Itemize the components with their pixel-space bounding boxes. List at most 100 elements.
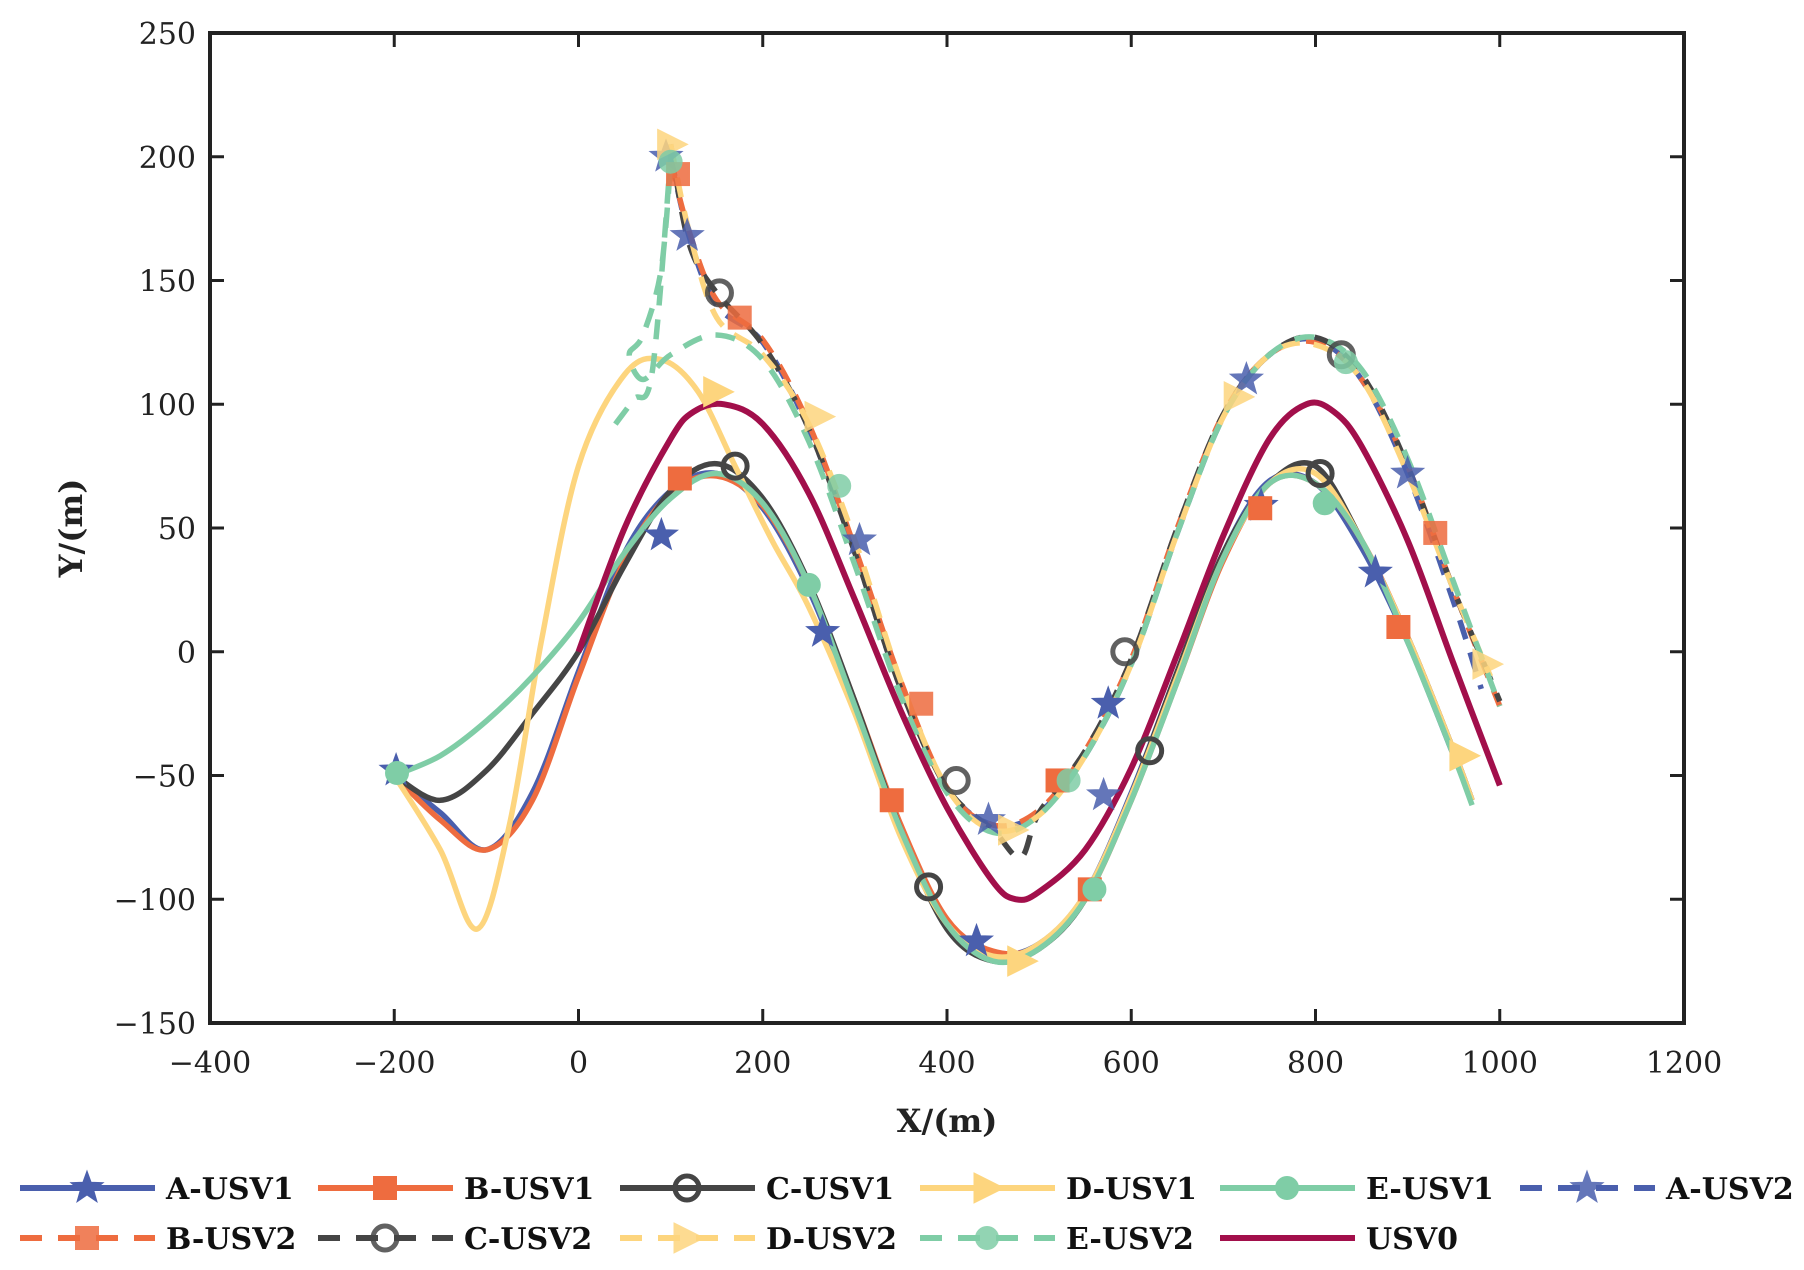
data-point-b-usv1 (1386, 615, 1411, 639)
legend-entry-a-usv2: A-USV2 (1520, 1169, 1794, 1207)
legend-entry-a-usv1: A-USV1 (20, 1169, 294, 1207)
data-point-c-usv2 (704, 278, 734, 308)
data-point-d-usv2 (1223, 381, 1256, 413)
legend-label: C-USV1 (766, 1172, 894, 1207)
legend-swatch-marker (69, 1169, 105, 1203)
data-point-e-usv1 (796, 572, 821, 597)
y-tick-label: −150 (114, 1007, 196, 1042)
data-point-a-usv2 (669, 217, 705, 251)
data-point-a-usv1 (643, 516, 679, 551)
data-point-e-usv2 (1333, 350, 1358, 375)
y-tick-label: 200 (139, 141, 196, 176)
y-tick-label: −50 (133, 760, 196, 795)
data-point-b-usv1 (879, 788, 904, 813)
data-point-c-usv2 (941, 765, 971, 795)
y-tick-label: 50 (158, 512, 196, 547)
data-point-d-usv1 (1007, 945, 1039, 977)
data-point-b-usv2 (1423, 520, 1448, 545)
x-tick-label: 200 (734, 1046, 791, 1081)
x-tick-label: −400 (169, 1046, 251, 1081)
x-axis-label: X/(m) (897, 1102, 998, 1140)
x-tick-label: 1000 (1462, 1046, 1538, 1081)
data-point-e-usv1 (385, 761, 410, 786)
legend: A-USV1 B-USV1 C-USV1 D-USV1 E-USV1 A-USV2 B-US… (20, 1169, 1794, 1257)
data-point-c-usv1 (1305, 459, 1335, 489)
data-point-a-usv2 (970, 801, 1006, 835)
data-point-d-usv1 (1449, 739, 1482, 772)
x-tick-label: −200 (353, 1046, 435, 1081)
x-tick-label: 0 (569, 1046, 588, 1081)
legend-swatch-marker (975, 1226, 999, 1250)
data-point-d-usv2 (804, 400, 837, 433)
legend-label: D-USV1 (1066, 1172, 1197, 1207)
legend-label: C-USV2 (464, 1222, 592, 1257)
y-tick-label: 100 (139, 388, 196, 423)
data-point-d-usv1 (703, 376, 735, 408)
data-point-c-usv2 (1110, 637, 1140, 667)
data-point-a-usv2 (1228, 361, 1264, 395)
data-point-e-usv1 (1082, 877, 1107, 902)
legend-swatch-marker (673, 1222, 706, 1254)
y-tick-label: 0 (177, 636, 196, 671)
x-tick-label: 800 (1287, 1046, 1344, 1081)
legend-swatch-marker (1569, 1169, 1605, 1203)
tick-layer: −400 −200 0 200 400 600 800 1000 1200−150−100−50… (114, 17, 1723, 1081)
data-point-a-usv2 (1390, 455, 1426, 489)
legend-entry-b-usv2: B-USV2 (20, 1222, 296, 1257)
x-tick-label: 400 (918, 1046, 975, 1081)
data-point-b-usv1 (667, 466, 692, 491)
data-point-a-usv1 (958, 922, 994, 957)
x-tick-label: 1200 (1646, 1046, 1722, 1081)
legend-label: B-USV1 (464, 1172, 594, 1207)
y-axis-label: Y/(m) (52, 479, 90, 579)
data-point-e-usv2 (658, 149, 683, 174)
data-point-d-usv2 (997, 814, 1030, 846)
data-point-a-usv1 (1357, 554, 1393, 588)
series-line-c-usv1 (392, 460, 1475, 965)
data-point-a-usv2 (841, 521, 877, 556)
data-point-a-usv2 (1086, 776, 1122, 811)
plot-background (210, 33, 1684, 1023)
data-point-a-usv1 (1090, 685, 1126, 719)
data-point-c-usv1 (1135, 736, 1165, 766)
data-point-c-usv1 (914, 872, 944, 902)
legend-label: USV0 (1366, 1222, 1458, 1257)
y-tick-label: −100 (114, 883, 196, 918)
legend-entry-d-usv1: D-USV1 (920, 1172, 1197, 1207)
legend-swatch-marker (973, 1172, 1006, 1204)
legend-swatch-marker (370, 1223, 400, 1253)
legend-entry-c-usv2: C-USV2 (318, 1222, 592, 1257)
legend-entry-e-usv2: E-USV2 (920, 1222, 1194, 1257)
legend-label: E-USV1 (1366, 1172, 1494, 1207)
marker-layer (378, 128, 1505, 977)
series-line-usv0 (575, 399, 1503, 903)
data-point-b-usv2 (727, 305, 752, 330)
legend-label: A-USV1 (165, 1172, 294, 1207)
legend-label: D-USV2 (766, 1222, 897, 1257)
legend-label: B-USV2 (166, 1222, 296, 1257)
y-tick-label: 150 (139, 265, 196, 300)
legend-entry-e-usv1: E-USV1 (1220, 1172, 1494, 1207)
legend-swatch-marker (75, 1226, 99, 1250)
legend-entry-b-usv1: B-USV1 (318, 1172, 594, 1207)
data-point-e-usv1 (1312, 491, 1337, 516)
legend-entry-c-usv1: C-USV1 (620, 1172, 894, 1207)
legend-label: A-USV2 (1665, 1172, 1794, 1207)
data-point-c-usv1 (720, 451, 750, 481)
legend-swatch-marker (373, 1176, 397, 1200)
legend-swatch-marker (1275, 1176, 1299, 1200)
data-point-a-usv1 (805, 613, 841, 647)
x-tick-label: 600 (1103, 1046, 1160, 1081)
legend-entry-d-usv2: D-USV2 (620, 1222, 897, 1257)
data-point-b-usv2 (909, 691, 934, 716)
y-tick-label: 250 (139, 17, 196, 52)
legend-swatch-marker (672, 1173, 702, 1203)
series-line-e-usv2 (613, 152, 1503, 836)
data-point-e-usv2 (1056, 768, 1081, 793)
legend-entry-usv0: USV0 (1220, 1222, 1458, 1257)
data-point-b-usv1 (1248, 496, 1273, 521)
legend-label: E-USV2 (1066, 1222, 1194, 1257)
data-point-d-usv2 (1472, 648, 1505, 680)
data-point-e-usv2 (827, 473, 852, 498)
